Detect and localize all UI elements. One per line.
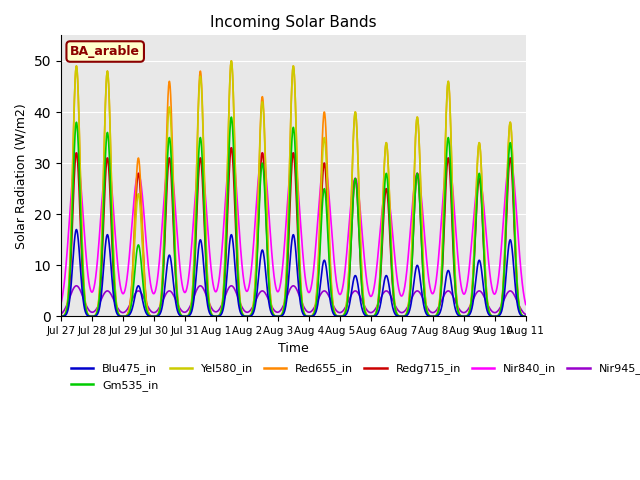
Blu475_in — [236, 305, 243, 311]
Gm535_in — [110, 274, 118, 280]
Line: Red655_in: Red655_in — [61, 61, 525, 316]
Nir840_in — [236, 228, 243, 233]
Nir840_in — [57, 301, 65, 307]
Blu475_in — [110, 297, 118, 303]
Gm535_in — [522, 313, 529, 319]
Nir945_in — [138, 290, 145, 296]
Redg715_in — [110, 280, 118, 286]
Yel580_in — [57, 313, 65, 319]
Blu475_in — [72, 227, 80, 232]
Nir945_in — [57, 311, 65, 317]
Gm535_in — [255, 200, 263, 206]
Line: Nir945_in: Nir945_in — [61, 286, 525, 314]
X-axis label: Time: Time — [278, 342, 308, 355]
Gm535_in — [57, 313, 65, 319]
Red655_in — [236, 288, 243, 294]
Blu475_in — [522, 313, 529, 319]
Blu475_in — [57, 313, 65, 319]
Yel580_in — [138, 228, 145, 233]
Text: BA_arable: BA_arable — [70, 45, 140, 58]
Gm535_in — [138, 264, 145, 269]
Nir840_in — [228, 145, 236, 151]
Redg715_in — [513, 279, 520, 285]
Nir945_in — [522, 312, 529, 317]
Redg715_in — [57, 313, 65, 319]
Yel580_in — [463, 313, 470, 319]
Nir945_in — [255, 290, 263, 296]
Yel580_in — [255, 155, 263, 160]
Nir945_in — [196, 283, 204, 288]
Red655_in — [513, 272, 520, 277]
Gm535_in — [228, 114, 236, 120]
Yel580_in — [513, 272, 520, 277]
Legend: Blu475_in, Gm535_in, Yel580_in, Red655_in, Redg715_in, Nir840_in, Nir945_in: Blu475_in, Gm535_in, Yel580_in, Red655_i… — [67, 359, 640, 395]
Line: Nir840_in: Nir840_in — [61, 148, 525, 304]
Blu475_in — [513, 297, 520, 303]
Nir840_in — [463, 284, 470, 290]
Red655_in — [228, 58, 236, 64]
Gm535_in — [513, 276, 520, 282]
Red655_in — [57, 313, 65, 319]
Nir945_in — [513, 298, 520, 303]
Y-axis label: Solar Radiation (W/m2): Solar Radiation (W/m2) — [15, 103, 28, 249]
Yel580_in — [236, 288, 243, 294]
Nir945_in — [236, 298, 243, 304]
Red655_in — [463, 313, 470, 319]
Redg715_in — [138, 213, 145, 219]
Blu475_in — [138, 293, 145, 299]
Redg715_in — [463, 313, 470, 319]
Line: Blu475_in: Blu475_in — [61, 229, 525, 316]
Nir840_in — [138, 185, 145, 191]
Blu475_in — [463, 313, 470, 319]
Nir840_in — [522, 301, 529, 307]
Yel580_in — [110, 261, 118, 267]
Nir840_in — [513, 213, 520, 219]
Red655_in — [255, 151, 263, 156]
Redg715_in — [522, 313, 529, 319]
Title: Incoming Solar Bands: Incoming Solar Bands — [210, 15, 376, 30]
Nir945_in — [463, 308, 470, 314]
Line: Gm535_in: Gm535_in — [61, 117, 525, 316]
Line: Yel580_in: Yel580_in — [61, 61, 525, 316]
Nir840_in — [110, 213, 118, 219]
Red655_in — [138, 202, 145, 208]
Blu475_in — [255, 264, 263, 270]
Redg715_in — [228, 145, 236, 151]
Red655_in — [522, 313, 529, 319]
Gm535_in — [463, 313, 470, 319]
Nir945_in — [110, 298, 118, 303]
Nir840_in — [255, 164, 263, 170]
Redg715_in — [255, 192, 263, 198]
Redg715_in — [236, 297, 243, 302]
Red655_in — [110, 261, 118, 267]
Yel580_in — [522, 313, 529, 319]
Line: Redg715_in: Redg715_in — [61, 148, 525, 316]
Gm535_in — [236, 293, 243, 299]
Yel580_in — [228, 58, 236, 64]
